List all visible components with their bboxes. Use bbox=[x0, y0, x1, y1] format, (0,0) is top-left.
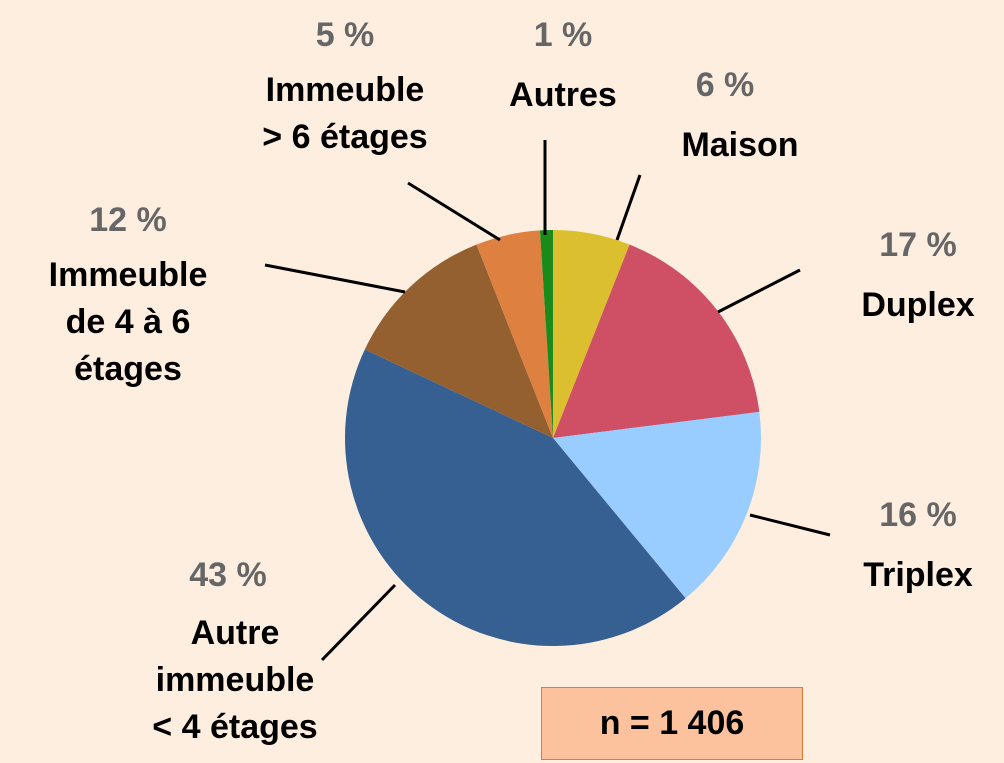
pie-slice bbox=[553, 230, 630, 438]
leader-line bbox=[320, 583, 397, 662]
sample-size: n = 1 406 bbox=[541, 687, 803, 760]
category-label: Autre immeuble < 4 étages bbox=[152, 614, 318, 746]
leader-line bbox=[407, 181, 501, 242]
value-label: 5 % bbox=[315, 16, 375, 54]
value-label: 16 % bbox=[879, 496, 957, 534]
pie-slice bbox=[364, 244, 553, 438]
value-label: 43 % bbox=[189, 556, 267, 594]
leader-line bbox=[749, 513, 831, 537]
category-label: Autres bbox=[509, 76, 617, 114]
value-label: 1 % bbox=[533, 16, 593, 54]
value-label: 12 % bbox=[89, 201, 167, 239]
leader-line bbox=[264, 263, 406, 294]
leader-line bbox=[717, 268, 801, 314]
pie-slice bbox=[476, 230, 553, 438]
category-label: Maison bbox=[681, 126, 799, 164]
category-label: Triplex bbox=[863, 556, 973, 594]
category-label: Immeuble de 4 à 6 étages bbox=[48, 256, 208, 388]
pie-slice bbox=[539, 230, 553, 438]
pie-slice bbox=[553, 244, 760, 438]
pie-slice bbox=[344, 349, 686, 647]
category-label: Duplex bbox=[861, 286, 975, 324]
category-label: Immeuble > 6 étages bbox=[262, 71, 428, 156]
value-label: 17 % bbox=[879, 226, 957, 264]
leader-line bbox=[615, 174, 642, 241]
pie-slice bbox=[553, 411, 762, 599]
value-label: 6 % bbox=[695, 66, 755, 104]
